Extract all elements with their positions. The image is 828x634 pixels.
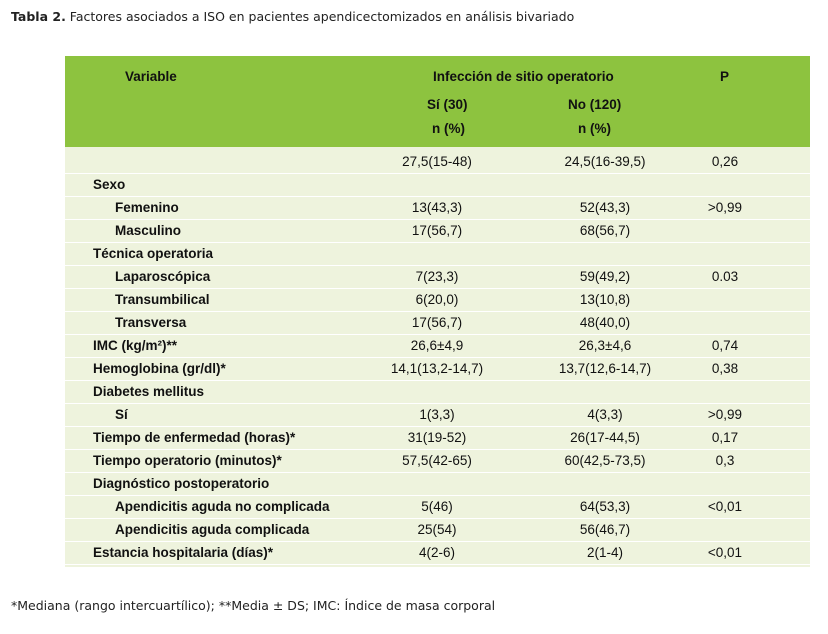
row-label: IMC (kg/m²)** bbox=[93, 338, 177, 353]
table-row: Sexo bbox=[65, 174, 810, 197]
table-row: Tiempo operatorio (minutos)* 57,5(42-65) 6… bbox=[65, 450, 810, 473]
table-row: IMC (kg/m²)** 26,6±4,9 26,3±4,6 0,74 bbox=[65, 335, 810, 358]
row-label: Tiempo de enfermedad (horas)* bbox=[93, 430, 296, 445]
cell-si: 17(56,7) bbox=[411, 315, 463, 330]
cell-si: 17(56,7) bbox=[411, 223, 463, 238]
cell-si: 27,5(15-48) bbox=[402, 154, 472, 169]
cell-no: 2(1-4) bbox=[586, 545, 623, 560]
row-label: Transversa bbox=[115, 315, 187, 330]
table-caption-label: Tabla 2. bbox=[11, 9, 66, 24]
cell-p: 0,38 bbox=[711, 361, 739, 376]
table-caption-text: Factores asociados a ISO en pacientes ap… bbox=[65, 9, 575, 24]
cell-si: 5(46) bbox=[421, 499, 453, 514]
cell-si: 1(3,3) bbox=[419, 407, 455, 422]
cell-p: >0,99 bbox=[707, 200, 743, 215]
header-variable: Variable bbox=[125, 69, 177, 84]
cell-no: 52(43,3) bbox=[579, 200, 631, 215]
cell-no: 13(10,8) bbox=[579, 292, 631, 307]
header-n-no: n (%) bbox=[578, 121, 611, 136]
table-row: Hemoglobina (gr/dl)* 14,1(13,2-14,7) 13,7(… bbox=[65, 358, 810, 381]
row-label: Diabetes mellitus bbox=[93, 384, 205, 399]
cell-si: 13(43,3) bbox=[411, 200, 463, 215]
cell-p: 0.03 bbox=[711, 269, 739, 284]
cell-p: 0,3 bbox=[715, 453, 735, 468]
cell-si: 14,1(13,2-14,7) bbox=[390, 361, 484, 376]
cell-si: 7(23,3) bbox=[415, 269, 459, 284]
header-si: Sí (30) bbox=[427, 97, 468, 112]
cell-no: 68(56,7) bbox=[579, 223, 631, 238]
table-row: Diagnóstico postoperatorio bbox=[65, 473, 810, 496]
cell-no: 64(53,3) bbox=[579, 499, 631, 514]
cell-no: 56(46,7) bbox=[579, 522, 631, 537]
row-label: Transumbilical bbox=[115, 292, 210, 307]
cell-no: 48(40,0) bbox=[579, 315, 631, 330]
table-header: Variable Infección de sitio operatorio P… bbox=[65, 56, 810, 147]
header-no: No (120) bbox=[568, 97, 622, 112]
cell-no: 26,3±4,6 bbox=[578, 338, 632, 353]
table-row: Laparoscópica 7(23,3) 59(49,2) 0.03 bbox=[65, 266, 810, 289]
cell-no: 13,7(12,6-14,7) bbox=[558, 361, 652, 376]
cell-si: 6(20,0) bbox=[415, 292, 459, 307]
row-label: Masculino bbox=[115, 223, 182, 238]
row-label: Técnica operatoria bbox=[93, 246, 214, 261]
cell-p: 0,74 bbox=[711, 338, 739, 353]
cell-no: 26(17-44,5) bbox=[570, 430, 640, 445]
cell-si: 26,6±4,9 bbox=[410, 338, 464, 353]
table-caption: Tabla 2. Factores asociados a ISO en pac… bbox=[11, 9, 574, 24]
table-row: Masculino 17(56,7) 68(56,7) bbox=[65, 220, 810, 243]
table-row: Estancia hospitalaria (días)* 4(2-6) 2(1-4… bbox=[65, 542, 810, 565]
row-label: Femenino bbox=[115, 200, 179, 215]
cell-no: 59(49,2) bbox=[579, 269, 631, 284]
cell-p: 0,26 bbox=[711, 154, 739, 169]
table-row: 27,5(15-48) 24,5(16-39,5) 0,26 bbox=[65, 151, 810, 174]
row-label: Sexo bbox=[93, 177, 126, 192]
table-row: Técnica operatoria bbox=[65, 243, 810, 266]
header-p: P bbox=[720, 69, 730, 84]
cell-no: 4(3,3) bbox=[587, 407, 623, 422]
row-label: Estancia hospitalaria (días)* bbox=[93, 545, 274, 560]
header-group: Infección de sitio operatorio bbox=[433, 69, 614, 84]
cell-si: 31(19-52) bbox=[407, 430, 467, 445]
cell-p: >0,99 bbox=[707, 407, 743, 422]
cell-no: 60(42,5-73,5) bbox=[564, 453, 646, 468]
table-row: Femenino 13(43,3) 52(43,3) >0,99 bbox=[65, 197, 810, 220]
table-row: Transumbilical 6(20,0) 13(10,8) bbox=[65, 289, 810, 312]
row-label: Tiempo operatorio (minutos)* bbox=[93, 453, 282, 468]
cell-si: 57,5(42-65) bbox=[402, 453, 472, 468]
table-row: Tiempo de enfermedad (horas)* 31(19-52) 26… bbox=[65, 427, 810, 450]
data-table: Variable Infección de sitio operatorio P… bbox=[65, 56, 810, 567]
cell-no: 24,5(16-39,5) bbox=[564, 154, 646, 169]
table-footnote: *Mediana (rango intercuartílico); **Medi… bbox=[11, 598, 496, 613]
table-row: Transversa 17(56,7) 48(40,0) bbox=[65, 312, 810, 335]
cell-p: <0,01 bbox=[707, 545, 743, 560]
table-row: Apendicitis aguda complicada 25(54) 56(46,… bbox=[65, 519, 810, 542]
row-label: Apendicitis aguda no complicada bbox=[115, 499, 330, 514]
cell-si: 25(54) bbox=[417, 522, 457, 537]
row-label: Laparoscópica bbox=[115, 269, 211, 284]
table-body: 27,5(15-48) 24,5(16-39,5) 0,26 Sexo Femenino… bbox=[65, 147, 810, 567]
cell-si: 4(2-6) bbox=[418, 545, 455, 560]
row-label: Diagnóstico postoperatorio bbox=[93, 476, 270, 491]
cell-p: <0,01 bbox=[707, 499, 743, 514]
row-label: Apendicitis aguda complicada bbox=[115, 522, 310, 537]
row-label: Hemoglobina (gr/dl)* bbox=[93, 361, 226, 376]
table-row: Diabetes mellitus bbox=[65, 381, 810, 404]
header-n-si: n (%) bbox=[432, 121, 465, 136]
table-row: Sí 1(3,3) 4(3,3) >0,99 bbox=[65, 404, 810, 427]
table-row: Apendicitis aguda no complicada 5(46) 64(5… bbox=[65, 496, 810, 519]
row-label: Sí bbox=[115, 407, 128, 422]
cell-p: 0,17 bbox=[711, 430, 739, 445]
